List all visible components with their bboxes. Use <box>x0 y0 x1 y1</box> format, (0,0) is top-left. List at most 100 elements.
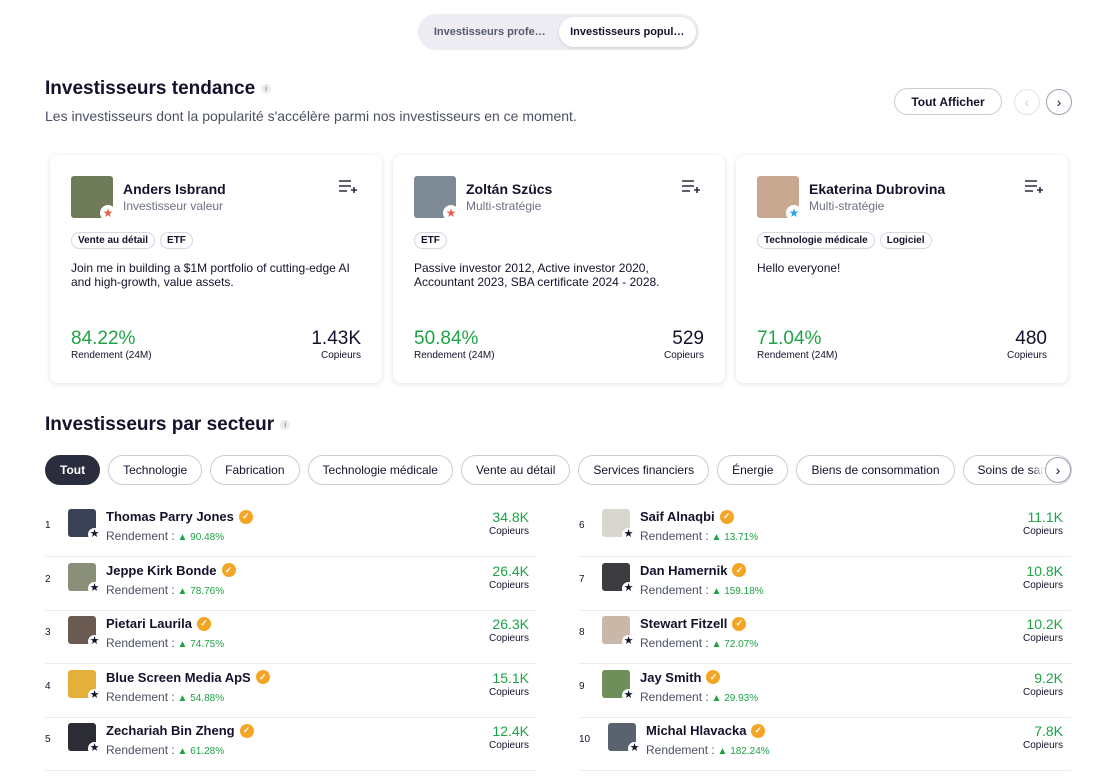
investor-row[interactable]: 1 ★ Thomas Parry Jones ✓ Rendement : ▲ 90.48… <box>45 503 537 557</box>
verified-badge-icon: ✓ <box>732 563 747 577</box>
investor-name[interactable]: Ekaterina Dubrovina <box>809 181 946 197</box>
star-icon: ★ <box>88 528 101 541</box>
sector-title-text: Investisseurs par secteur <box>45 414 275 435</box>
return-label: Rendement : <box>640 636 709 650</box>
star-icon: ★ <box>443 205 459 221</box>
investor-name-text: Stewart Fitzell <box>640 616 728 631</box>
investor-name[interactable]: Anders Isbrand <box>123 181 226 197</box>
investor-name[interactable]: Jay Smith ✓ <box>640 669 721 685</box>
return-value: 90.48% <box>190 532 225 543</box>
investor-row[interactable]: 2 ★ Jeppe Kirk Bonde ✓ Rendement : ▲ 78.76% 2… <box>45 557 537 611</box>
investor-bio: Join me in building a $1M portfolio of c… <box>71 261 350 289</box>
return-line: Rendement : ▲ 182.24% <box>646 743 770 757</box>
prev-arrow-icon[interactable]: ‹ <box>1014 89 1040 115</box>
verified-badge-icon: ✓ <box>239 723 254 738</box>
investor-name[interactable]: Pietari Laurila ✓ <box>106 616 211 631</box>
sector-pill[interactable]: Fabrication <box>210 455 300 485</box>
investor-name[interactable]: Dan Hamernik ✓ <box>640 563 747 578</box>
investor-name[interactable]: Zoltán Szücs <box>466 181 553 197</box>
return-line: Rendement : ▲ 72.07% <box>640 636 758 650</box>
rank-number: 7 <box>579 573 585 585</box>
investor-card[interactable]: ★ Anders Isbrand Investisseur valeur Vente … <box>50 155 382 383</box>
copiers-label: Copieurs <box>488 633 529 644</box>
investor-row[interactable]: 9 ★ Jay Smith ✓ Rendement : ▲ 29.93% 9.2K Copi… <box>579 664 1071 718</box>
investor-name[interactable]: Thomas Parry Jones ✓ <box>106 509 253 524</box>
show-all-button[interactable]: Tout Afficher <box>894 88 1002 115</box>
copiers-value: 11.1K <box>1027 509 1063 525</box>
return-value: 29.93% <box>724 692 759 704</box>
investor-card[interactable]: ★ Ekaterina Dubrovina Multi-stratégie Techn… <box>736 155 1068 383</box>
sector-pill[interactable]: Tout <box>45 455 101 485</box>
investor-style: Investisseur valeur <box>123 199 224 213</box>
investor-name[interactable]: Zechariah Bin Zheng ✓ <box>106 723 254 738</box>
investor-type-toggle: Investisseurs profe… Investisseurs popul… <box>418 14 699 50</box>
trending-title-text: Investisseurs tendance <box>45 78 256 99</box>
investor-name[interactable]: Stewart Fitzell ✓ <box>640 616 747 631</box>
info-icon[interactable]: i <box>261 84 272 94</box>
investor-row[interactable]: 10 ★ Michal Hlavacka ✓ Rendement : ▲ 182.24%… <box>579 717 1071 771</box>
sector-pill[interactable]: Technologie médicale <box>307 455 453 485</box>
investor-name[interactable]: Blue Screen Media ApS ✓ <box>106 670 270 685</box>
return-line: Rendement : ▲ 90.48% <box>106 529 224 543</box>
investor-name[interactable]: Michal Hlavacka ✓ <box>646 723 766 738</box>
tag[interactable]: ETF <box>160 232 193 249</box>
investor-name-text: Pietari Laurila <box>106 616 192 631</box>
up-arrow-icon: ▲ <box>708 532 725 543</box>
investor-row[interactable]: 8 ★ Stewart Fitzell ✓ Rendement : ▲ 72.07% 10… <box>579 610 1071 664</box>
investor-row[interactable]: 3 ★ Pietari Laurila ✓ Rendement : ▲ 74.75% 26… <box>45 610 537 664</box>
verified-badge-icon: ✓ <box>196 616 211 631</box>
verified-badge-icon: ✓ <box>719 509 734 524</box>
up-arrow-icon: ▲ <box>708 692 725 704</box>
add-to-watchlist-icon[interactable] <box>338 178 358 194</box>
star-icon: ★ <box>88 742 101 755</box>
return-line: Rendement : ▲ 29.93% <box>640 690 758 704</box>
investor-name-text: Zechariah Bin Zheng <box>106 723 235 738</box>
investor-row[interactable]: 7 ★ Dan Hamernik ✓ Rendement : ▲ 159.18% 10.8… <box>579 557 1071 611</box>
avatar[interactable]: ★ <box>757 176 802 221</box>
tag[interactable]: Vente au détail <box>71 232 156 249</box>
copiers-value: 480 <box>1015 328 1047 349</box>
add-to-watchlist-icon[interactable] <box>681 178 701 194</box>
add-to-watchlist-icon[interactable] <box>1024 178 1044 194</box>
copiers: 10.8K Copieurs <box>1023 563 1063 591</box>
investor-name[interactable]: Saif Alnaqbi ✓ <box>640 509 734 524</box>
sector-pill[interactable]: Vente au détail <box>460 455 571 485</box>
info-icon[interactable]: i <box>280 420 291 430</box>
return-value: 74.75% <box>190 639 225 650</box>
avatar[interactable]: ★ <box>414 176 459 221</box>
tab-popular-investors[interactable]: Investisseurs popul… <box>558 17 696 47</box>
tab-professional-investors[interactable]: Investisseurs profe… <box>433 26 546 38</box>
investor-row[interactable]: 4 ★ Blue Screen Media ApS ✓ Rendement : ▲ 54… <box>45 664 537 718</box>
pills-next-arrow-icon[interactable]: › <box>1045 457 1071 483</box>
star-icon: ★ <box>88 635 101 648</box>
investor-row[interactable]: 5 ★ Zechariah Bin Zheng ✓ Rendement : ▲ 61.2… <box>45 717 537 771</box>
return-value: 54.88% <box>190 692 225 704</box>
tag-list: Vente au détail ETF <box>71 232 193 249</box>
investor-name-text: Jay Smith <box>640 669 702 685</box>
investor-row[interactable]: 6 ★ Saif Alnaqbi ✓ Rendement : ▲ 13.71% 11.1K… <box>579 503 1071 557</box>
rank-number: 8 <box>579 627 585 638</box>
tag[interactable]: Logiciel <box>879 232 932 249</box>
return-label: Rendement : <box>106 529 175 543</box>
tag[interactable]: Technologie médicale <box>757 232 875 249</box>
sector-pill[interactable]: Biens de consommation <box>796 455 955 485</box>
tag[interactable]: ETF <box>414 232 447 249</box>
return-label: Rendement : <box>106 582 175 597</box>
investor-name-text: Jeppe Kirk Bonde <box>106 562 217 578</box>
sector-pill[interactable]: Énergie <box>717 455 789 485</box>
star-icon: ★ <box>622 528 635 541</box>
star-icon: ★ <box>622 688 635 702</box>
up-arrow-icon: ▲ <box>174 692 191 704</box>
star-icon: ★ <box>622 581 635 595</box>
sector-pill[interactable]: Technologie <box>108 455 203 485</box>
investor-bio: Passive investor 2012, Active investor 2… <box>414 261 660 289</box>
copiers-value: 1.43K <box>311 328 361 349</box>
avatar[interactable]: ★ <box>71 176 116 221</box>
copiers: 12.4K Copieurs <box>489 723 529 751</box>
investor-name[interactable]: Jeppe Kirk Bonde ✓ <box>106 563 236 578</box>
rank-number: 1 <box>45 520 51 531</box>
up-arrow-icon: ▲ <box>708 585 725 597</box>
next-arrow-icon[interactable]: › <box>1046 89 1072 115</box>
investor-card[interactable]: ★ Zoltán Szücs Multi-stratégie ETF Passive i… <box>393 155 725 383</box>
sector-pill[interactable]: Services financiers <box>578 455 710 485</box>
